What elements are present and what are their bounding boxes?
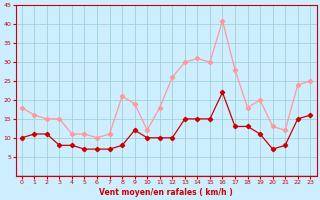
X-axis label: Vent moyen/en rafales ( km/h ): Vent moyen/en rafales ( km/h ) xyxy=(99,188,233,197)
